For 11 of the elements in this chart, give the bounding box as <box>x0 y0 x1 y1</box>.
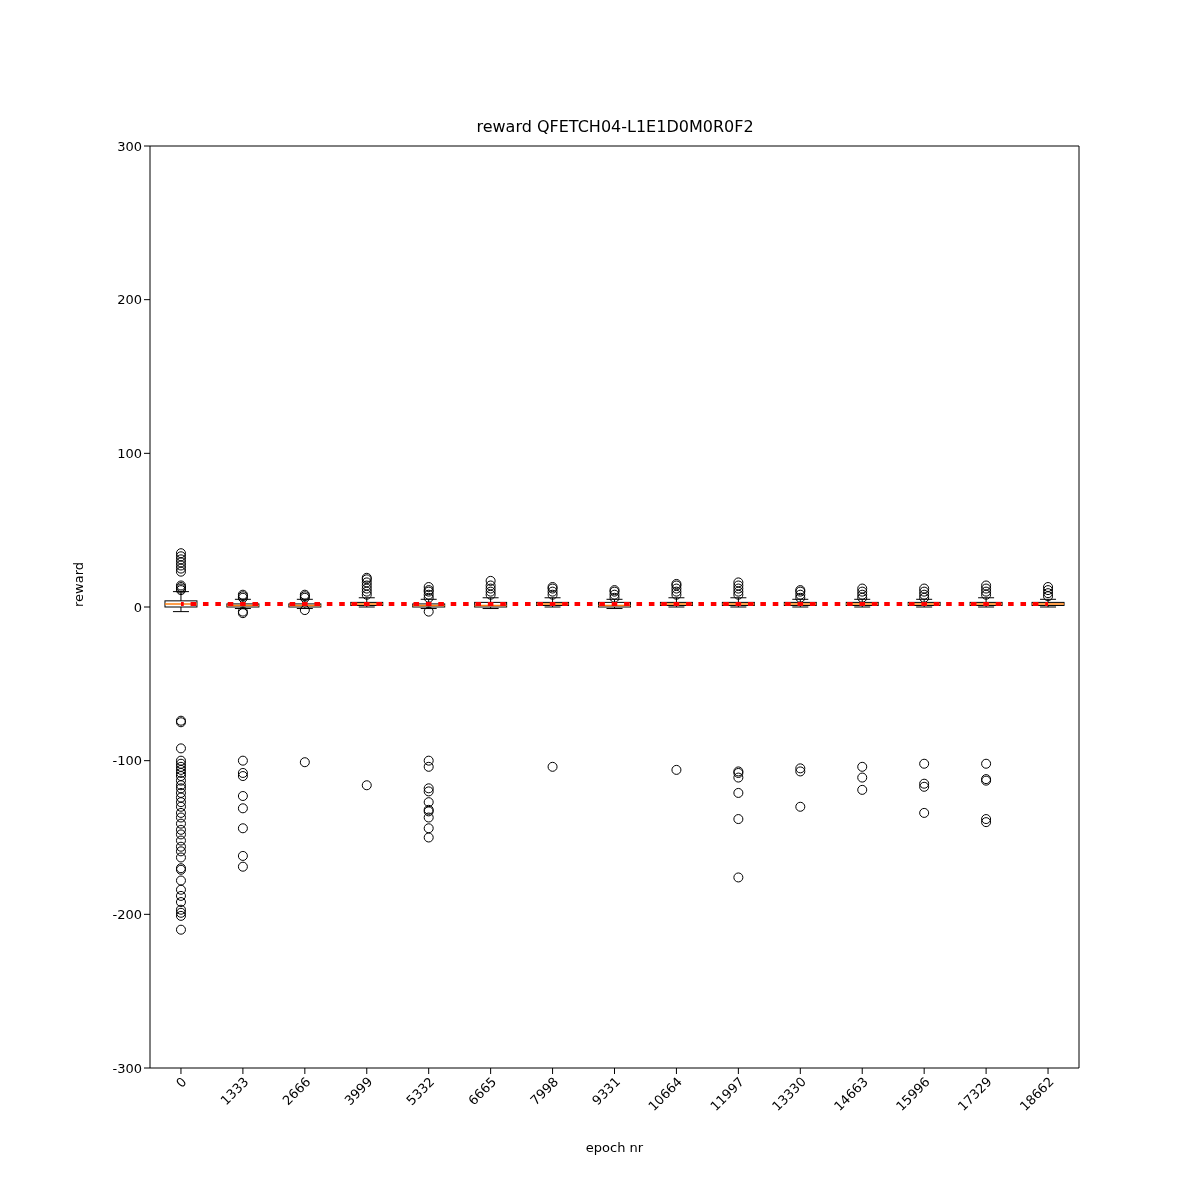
y-axis-title: reward <box>70 561 86 607</box>
y-tick-label: -300 <box>112 1060 142 1076</box>
y-tick-label: 200 <box>117 292 142 308</box>
chart-title: reward QFETCH04-L1E1D0M0R0F2 <box>475 117 755 136</box>
y-tick-label: 100 <box>117 445 142 461</box>
x-axis-title: epoch nr <box>585 1140 644 1155</box>
x-tick-label: 0 <box>173 1074 190 1091</box>
y-tick-label: 300 <box>117 138 142 154</box>
y-tick-label: -100 <box>112 753 142 769</box>
y-tick-label: 0 <box>133 599 142 615</box>
y-tick-label: -200 <box>112 906 142 922</box>
